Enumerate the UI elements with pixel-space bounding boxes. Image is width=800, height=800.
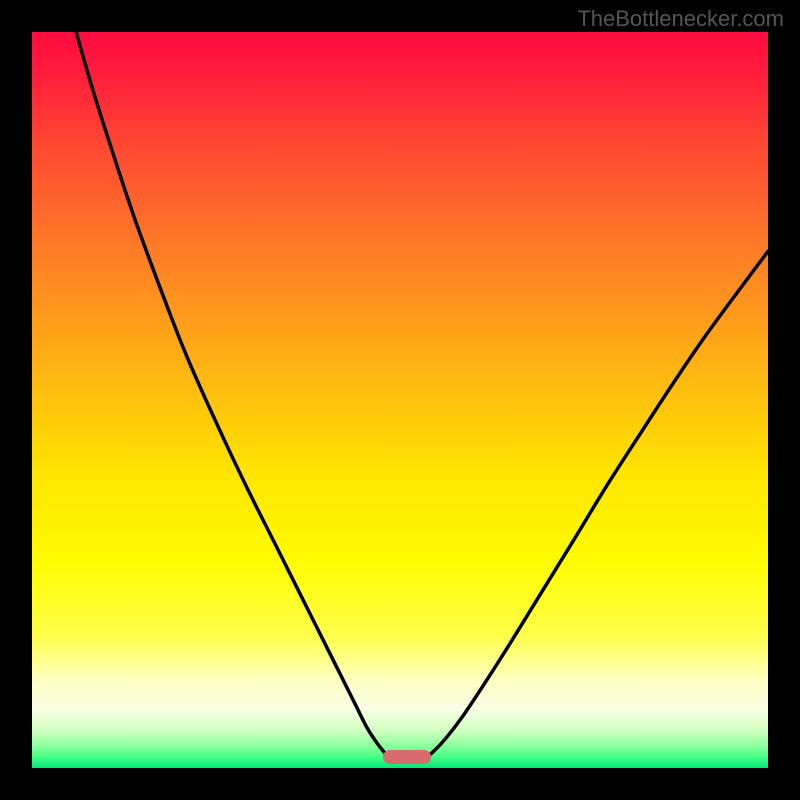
curve-left-branch (76, 32, 391, 759)
chart-container: TheBottlenecker.com (0, 0, 800, 800)
watermark-text: TheBottlenecker.com (577, 6, 784, 32)
bottleneck-curve (32, 32, 768, 768)
plot-area (32, 32, 768, 768)
curve-right-branch (424, 251, 768, 759)
optimal-marker (383, 750, 431, 764)
